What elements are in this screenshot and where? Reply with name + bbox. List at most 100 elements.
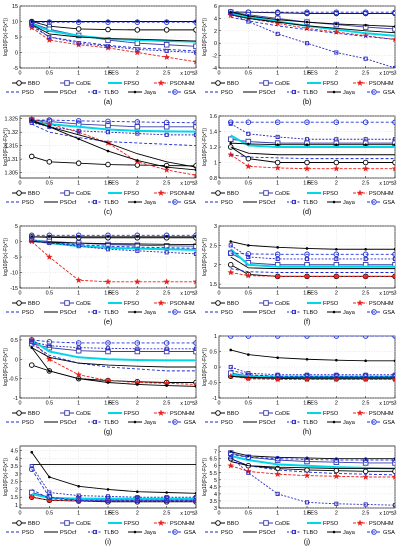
data-point	[303, 272, 311, 280]
data-point	[193, 132, 196, 137]
data-point	[77, 137, 80, 141]
data-point	[363, 137, 368, 142]
data-point	[245, 336, 252, 339]
data-point	[16, 190, 22, 196]
y-tick-label: 1.5	[210, 282, 218, 288]
x-tick-label: 2	[335, 71, 338, 77]
data-point	[275, 134, 280, 139]
y-tick-label: 2	[214, 29, 217, 35]
legend-label: Jaya	[144, 420, 157, 426]
legend: BBO CoDE FPSO PSONHM PSO PSOcf TLBO Jaya GSA	[6, 519, 196, 536]
data-point	[244, 162, 252, 170]
data-point	[276, 356, 279, 360]
y-tick-label: -10	[10, 271, 18, 277]
x-tick-label: 2.5	[163, 181, 171, 187]
data-point	[245, 251, 252, 257]
x-tick-label: 1	[77, 291, 80, 297]
data-point	[364, 247, 367, 251]
data-point	[304, 137, 310, 142]
data-point	[274, 9, 281, 15]
data-point	[193, 43, 196, 50]
data-point	[46, 339, 53, 345]
data-point	[28, 24, 36, 31]
chart-panel: -1 -0.5 0 0.5 0 0.5 1 1.5 2 2.5 3 FES x 10^5 log10(F(…	[3, 335, 198, 436]
data-point	[133, 48, 141, 56]
data-point	[392, 140, 395, 146]
x-tick-label: 0	[218, 291, 221, 297]
data-point	[333, 119, 340, 125]
legend: BBO CoDE FPSO PSONHM PSO PSOcf TLBO Jaya GSA	[205, 79, 395, 96]
x-axis-label: FES	[307, 401, 318, 407]
data-point	[64, 520, 70, 526]
data-point	[164, 48, 169, 53]
y-tick-label: -1	[212, 396, 217, 402]
x-axis-label: FES	[108, 181, 119, 187]
legend-label: PSOcf	[60, 200, 77, 206]
data-point	[227, 451, 234, 458]
legend-label: BBO	[227, 521, 239, 527]
data-point	[392, 372, 395, 377]
series-group	[227, 336, 395, 383]
data-point	[274, 336, 281, 339]
data-point	[335, 143, 338, 146]
data-point	[75, 160, 82, 166]
y-tick-label: 1.5	[11, 495, 19, 501]
x-tick-label: 1	[276, 181, 279, 187]
data-point	[245, 9, 252, 15]
series-line-tlbo	[31, 341, 196, 350]
data-point	[335, 22, 338, 26]
legend-label: FPSO	[323, 411, 339, 417]
data-point	[76, 493, 81, 498]
data-point	[393, 247, 395, 251]
data-point	[227, 151, 235, 158]
y-tick-label: 5	[15, 35, 18, 41]
data-point	[356, 299, 364, 306]
y-tick-label: 1	[214, 334, 217, 340]
x-tick-label: 2.5	[163, 291, 171, 297]
data-point	[263, 300, 269, 306]
legend-label: FPSO	[124, 301, 140, 307]
series-line-psocf	[31, 241, 196, 246]
x-tick-label: 1	[276, 511, 279, 517]
data-point	[333, 336, 340, 339]
legend-label: PSOcf	[60, 310, 77, 316]
legend-label: PSONHM	[170, 301, 195, 307]
panel-label: (j)	[304, 537, 310, 546]
x-tick-label: 0.5	[245, 291, 253, 297]
y-tick-label: 4.5	[210, 485, 218, 491]
data-point	[193, 251, 196, 256]
data-point	[133, 90, 137, 94]
data-point	[28, 466, 35, 473]
x-tick-label: 0.5	[46, 181, 54, 187]
data-point	[64, 410, 70, 416]
y-tick-label: 4	[214, 492, 217, 498]
data-point	[362, 460, 369, 466]
data-point	[332, 200, 336, 204]
data-point	[46, 19, 53, 25]
data-point	[136, 159, 139, 162]
data-point	[356, 519, 364, 526]
data-point	[133, 200, 137, 204]
x-tick-label: 1.5	[104, 291, 112, 297]
series-line-fpso	[230, 134, 395, 148]
data-point	[105, 122, 111, 129]
data-point	[332, 420, 336, 424]
data-point	[305, 357, 309, 361]
legend-label: CoDE	[76, 191, 91, 197]
y-tick-label: -4	[212, 66, 217, 72]
data-point	[244, 375, 252, 382]
data-point	[48, 125, 51, 129]
data-point	[92, 419, 98, 425]
x-exponent-label: x 10^5	[379, 71, 394, 77]
y-tick-label: 3.5	[11, 464, 19, 470]
chart-panel: -15 -10 -5 0 5 0 0.5 1 1.5 2 2.5 3 FES x 10^5 log10(F(…	[3, 224, 198, 326]
series-group	[28, 450, 196, 505]
legend-label: Jaya	[144, 530, 157, 536]
data-point	[227, 372, 235, 380]
x-exponent-label: x 10^5	[379, 511, 394, 517]
data-point	[105, 247, 111, 252]
legend-label: PSO	[22, 310, 34, 316]
series-line-fpso	[230, 248, 395, 268]
data-point	[105, 497, 111, 504]
legend-label: GSA	[383, 200, 395, 206]
